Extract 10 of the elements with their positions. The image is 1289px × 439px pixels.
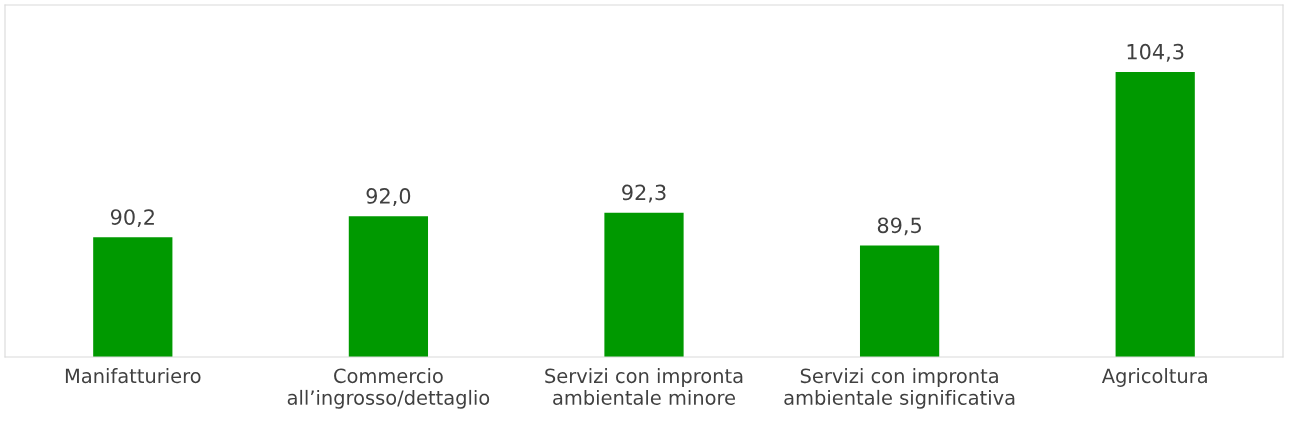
x-tick-label: Manifatturiero — [65, 368, 201, 384]
x-tick-label: Agricoltura — [1101, 368, 1207, 387]
x-tick-label: Servizi con impronta ambientale significativa — [784, 368, 1015, 409]
data-label: 90,2 — [110, 209, 154, 228]
data-label: 89,5 — [877, 217, 921, 236]
data-label: 92,0 — [366, 188, 411, 206]
data-label: 92,3 — [622, 184, 666, 203]
data-label: 104,3 — [1127, 43, 1184, 62]
x-tick-label: Servizi con impronta ambientale minore — [545, 368, 743, 405]
x-tick-label: Commercio all’ingrosso/dettaglio — [287, 368, 490, 409]
